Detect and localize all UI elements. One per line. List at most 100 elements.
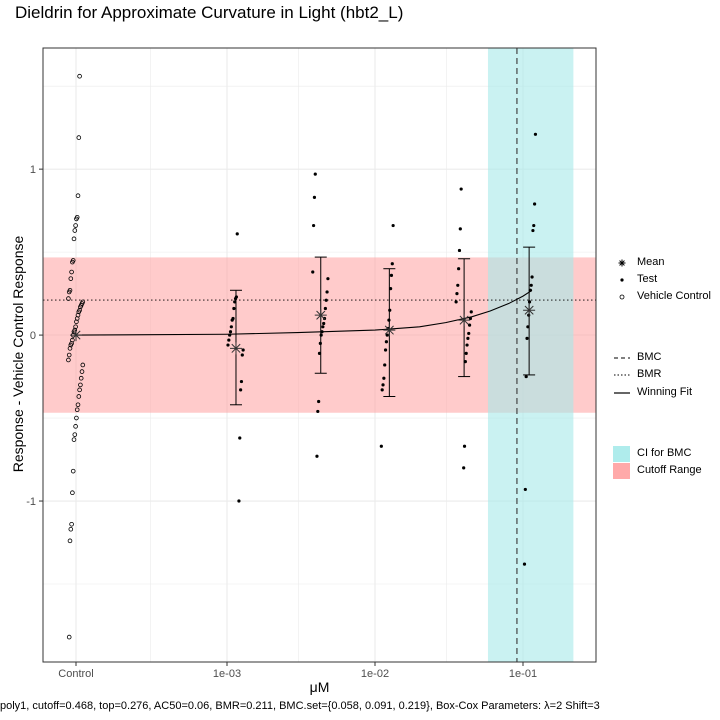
x-tick-label: 1e-01 <box>509 668 537 680</box>
test-point <box>226 343 230 347</box>
test-point <box>525 336 529 341</box>
test-point <box>532 223 536 228</box>
vehicle-control-point <box>66 634 72 640</box>
vehicle-control-point <box>80 362 86 368</box>
vehicle-control-point <box>69 269 74 275</box>
vehicle-control-point <box>79 369 85 374</box>
mean-marker <box>523 304 536 317</box>
test-point <box>530 275 534 279</box>
vehicle-control-point <box>67 538 73 544</box>
vehicle-control-point <box>76 135 82 140</box>
test-point <box>232 306 236 311</box>
panel-frame <box>42 47 597 663</box>
panel-border <box>42 47 597 663</box>
test-point <box>462 466 466 470</box>
y-tick-label: -1 <box>26 496 36 508</box>
test-point <box>467 323 472 327</box>
test-point <box>229 325 233 329</box>
vehicle-control-point <box>74 407 80 413</box>
vehicle-control-point <box>74 319 79 325</box>
legend-key-test <box>620 278 624 282</box>
vehicle-control-point <box>66 296 71 301</box>
vehicle-control-point <box>66 357 71 363</box>
test-point <box>230 318 234 322</box>
test-point <box>323 306 327 311</box>
legend-label-mean: Mean <box>637 256 665 268</box>
legend-label-ci-bmc: CI for BMC <box>637 447 692 459</box>
test-point <box>238 436 242 440</box>
vehicle-control-point <box>74 415 79 421</box>
mean-marker <box>314 309 327 322</box>
legend-label-test: Test <box>637 273 658 285</box>
test-point <box>321 325 325 329</box>
test-point <box>531 228 535 233</box>
vehicle-control-point <box>74 216 79 222</box>
vehicle-control-point <box>67 346 73 351</box>
test-point <box>326 277 330 281</box>
vehicle-control-point <box>70 490 75 496</box>
test-point <box>456 283 460 287</box>
test-point <box>381 383 385 387</box>
test-point <box>322 321 326 326</box>
test-point <box>239 388 243 392</box>
legend-key-mean <box>618 259 626 267</box>
x-tick-label: 1e-03 <box>213 668 241 680</box>
test-point <box>528 288 532 292</box>
test-point <box>532 202 537 206</box>
test-point <box>389 273 394 277</box>
test-point <box>464 351 468 355</box>
test-point <box>313 172 317 176</box>
vehicle-control-point <box>78 375 84 381</box>
test-point <box>522 562 527 566</box>
vehicle-control-point <box>73 424 78 429</box>
winning-fit-curve <box>75 289 533 336</box>
vehicle-control-point <box>72 432 78 437</box>
test-point <box>235 232 239 236</box>
test-point <box>459 187 463 191</box>
fit-line <box>75 289 533 336</box>
test-point <box>239 379 244 384</box>
vehicle-control-point <box>71 236 77 242</box>
test-point <box>318 341 322 345</box>
axis-ticks: Control 1e-03 1e-02 1e-01 -1 0 1 <box>26 164 537 680</box>
test-point <box>384 340 388 344</box>
vehicle-control-point <box>76 394 82 399</box>
vehicle-control-point <box>66 289 72 295</box>
legend-label-winning-fit: Winning Fit <box>637 386 693 398</box>
test-point <box>388 308 392 312</box>
mean-markers <box>70 304 536 355</box>
test-point <box>233 296 238 301</box>
vehicle-control-point <box>66 352 72 358</box>
test-point <box>457 248 462 253</box>
mean-marker <box>383 324 396 337</box>
vehicle-control-point <box>73 223 78 228</box>
data-points <box>66 73 538 640</box>
test-point <box>317 351 322 355</box>
test-point <box>529 283 533 287</box>
legend-key-vehicle-control <box>619 294 625 300</box>
vehicle-control-point <box>77 387 82 393</box>
legend-label-vehicle-control: Vehicle Control <box>637 290 711 302</box>
test-point <box>523 487 527 492</box>
test-point <box>311 223 316 228</box>
y-tick-label: 0 <box>30 330 36 342</box>
test-point <box>462 444 467 448</box>
vehicle-control-point <box>68 526 74 532</box>
vehicle-control-point <box>71 437 77 442</box>
test-point <box>316 409 320 414</box>
x-tick-label: 1e-02 <box>361 668 389 680</box>
test-point <box>524 374 528 379</box>
mean-marker <box>458 314 471 327</box>
test-point <box>469 310 473 314</box>
test-point <box>458 227 462 231</box>
vehicle-control-point <box>70 468 76 474</box>
vehicle-control-point <box>69 521 74 527</box>
x-tick-label: Control <box>58 668 93 680</box>
test-point <box>385 333 389 337</box>
test-point <box>325 290 329 294</box>
test-point <box>228 333 232 337</box>
test-point <box>228 330 233 334</box>
test-point <box>383 363 387 367</box>
test-point <box>527 300 532 304</box>
